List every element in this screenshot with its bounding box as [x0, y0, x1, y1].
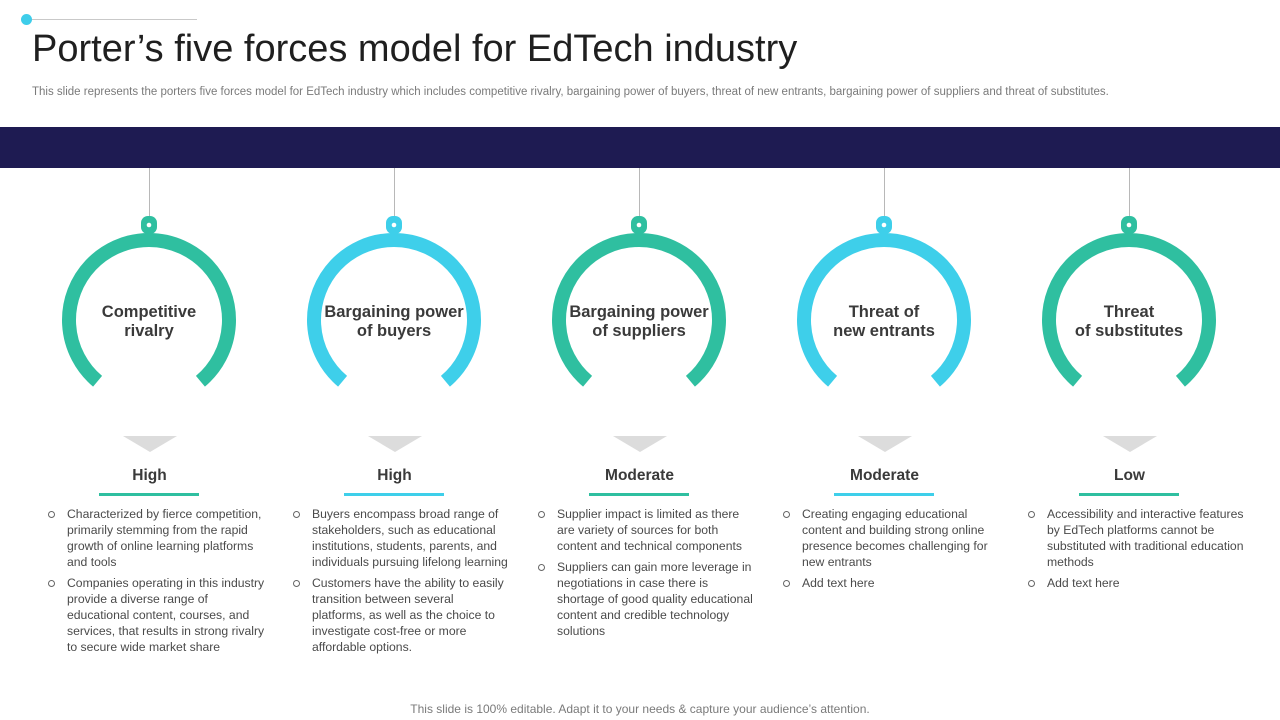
force-bullets: Creating engaging educational content an… [783, 506, 1000, 596]
force-name-line-2: new entrants [833, 322, 935, 340]
force-level: Moderate [850, 467, 919, 484]
decorative-line [26, 19, 197, 20]
force-ring [1042, 216, 1216, 387]
force-bullets: Characterized by fierce competition, pri… [48, 506, 265, 660]
level-underline [1079, 493, 1179, 496]
force-ring [307, 216, 481, 387]
level-underline [344, 493, 444, 496]
force-name-line-2: of substitutes [1074, 322, 1184, 340]
force-name-line-2: rivalry [124, 322, 174, 340]
hanger-line [394, 168, 395, 220]
force-name-line-1: Bargaining power [569, 303, 709, 321]
force-column: Threat of substitutes Low Accessibility … [1007, 168, 1252, 688]
pointer-triangle [368, 436, 422, 452]
force-bullets: Accessibility and interactive features b… [1028, 506, 1245, 596]
force-name-line-1: Bargaining power [324, 303, 464, 321]
pointer-triangle [613, 436, 667, 452]
force-name: Competitive rivalry [49, 303, 249, 341]
page-subtitle: This slide represents the porters five f… [32, 86, 1109, 98]
hanger-line [149, 168, 150, 220]
force-bullets: Buyers encompass broad range of stakehol… [293, 506, 510, 660]
bullet-item: Supplier impact is limited as there are … [538, 506, 755, 554]
bullet-item: Buyers encompass broad range of stakehol… [293, 506, 510, 570]
force-name-line-2: of suppliers [592, 322, 686, 340]
force-level: Moderate [605, 467, 674, 484]
force-ring [62, 216, 236, 387]
bullet-item: Companies operating in this industry pro… [48, 576, 265, 654]
decorative-dot [21, 14, 32, 25]
pointer-triangle [123, 436, 177, 452]
page-title: Porter’s five forces model for EdTech in… [32, 28, 798, 70]
force-level: High [132, 467, 167, 484]
bullet-item: Add text here [1028, 575, 1245, 591]
force-column: Competitive rivalry High Characterized b… [27, 168, 272, 688]
force-ring [552, 216, 726, 387]
bullet-item: Add text here [783, 575, 1000, 591]
pointer-triangle [1103, 436, 1157, 452]
force-name-line-1: Threat of [848, 303, 920, 321]
force-name: Threat of new entrants [784, 303, 984, 341]
hanger-line [1129, 168, 1130, 220]
level-underline [99, 493, 199, 496]
hanger-line [639, 168, 640, 220]
bullet-item: Accessibility and interactive features b… [1028, 507, 1244, 569]
bullet-item: Creating engaging educational content an… [783, 506, 1000, 570]
footer-note: This slide is 100% editable. Adapt it to… [410, 702, 870, 716]
level-underline [834, 493, 934, 496]
bullet-item: Characterized by fierce competition, pri… [48, 506, 265, 570]
force-name: Bargaining power of buyers [294, 303, 494, 341]
bullet-item: Customers have the ability to easily tra… [293, 575, 510, 655]
force-ring [797, 216, 971, 387]
header-banner [0, 127, 1280, 168]
force-bullets: Supplier impact is limited as there are … [538, 506, 755, 644]
force-name: Threat of substitutes [1029, 303, 1229, 341]
force-column: Bargaining power of buyers High Buyers e… [272, 168, 517, 688]
force-name-line-1: Competitive [101, 303, 197, 321]
force-level: Low [1114, 467, 1145, 484]
force-name-line-2: of buyers [356, 322, 432, 340]
force-column: Bargaining power of suppliers Moderate S… [517, 168, 762, 688]
pointer-triangle [858, 436, 912, 452]
force-column: Threat of new entrants Moderate Creating… [762, 168, 1007, 688]
force-name: Bargaining power of suppliers [539, 303, 739, 341]
bullet-item: Suppliers can gain more leverage in nego… [538, 559, 755, 639]
force-name-line-1: Threat [1103, 303, 1155, 321]
hanger-line [884, 168, 885, 220]
force-level: High [377, 467, 412, 484]
level-underline [589, 493, 689, 496]
